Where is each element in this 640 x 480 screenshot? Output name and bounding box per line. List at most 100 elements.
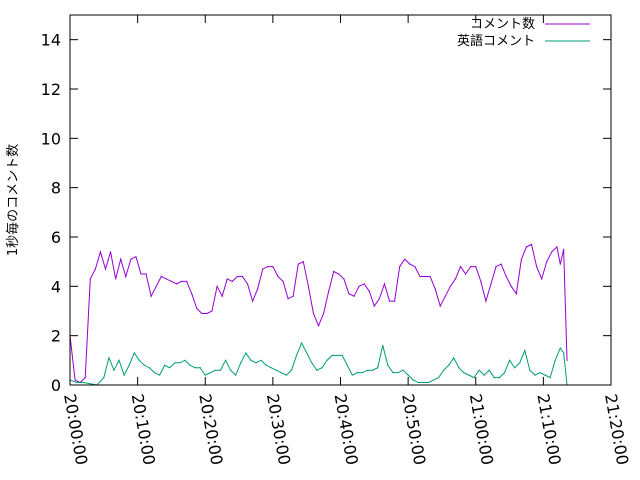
legend-label-1: コメント数 xyxy=(470,17,535,32)
data-point xyxy=(383,283,386,285)
data-point xyxy=(378,298,380,300)
series-line-1 xyxy=(69,243,568,384)
data-point xyxy=(485,300,487,302)
data-point xyxy=(184,359,186,361)
data-point xyxy=(394,300,396,302)
data-point xyxy=(312,312,315,315)
data-point xyxy=(412,379,414,381)
data-point xyxy=(520,258,523,260)
data-point xyxy=(377,367,379,369)
data-point xyxy=(302,261,304,263)
data-point xyxy=(331,354,333,356)
y-tick-label: 8 xyxy=(51,179,61,198)
data-point xyxy=(563,248,565,250)
data-point xyxy=(478,369,480,371)
data-point xyxy=(530,243,533,245)
data-point xyxy=(245,352,247,354)
data-point xyxy=(280,372,282,374)
series-lines xyxy=(69,243,568,386)
data-point xyxy=(343,278,345,280)
data-point xyxy=(201,312,203,315)
data-point xyxy=(515,293,517,295)
data-point xyxy=(115,278,117,280)
y-tick-label: 14 xyxy=(41,31,61,50)
data-point xyxy=(453,357,455,359)
data-point xyxy=(108,357,110,359)
data-point xyxy=(454,278,457,280)
data-point xyxy=(432,379,435,381)
data-point xyxy=(539,372,541,374)
y-axis-title-group: 1秒毎のコメント数 xyxy=(5,144,21,256)
data-point xyxy=(216,285,218,287)
data-point xyxy=(366,369,369,371)
data-point xyxy=(180,280,183,282)
data-point xyxy=(321,367,323,369)
data-point xyxy=(155,285,157,287)
data-point xyxy=(196,307,198,310)
data-point xyxy=(417,381,419,384)
y-tick-label: 6 xyxy=(51,228,61,247)
data-point xyxy=(140,273,142,275)
data-point xyxy=(434,288,436,290)
data-point xyxy=(287,298,289,300)
data-point xyxy=(251,300,254,302)
data-point xyxy=(541,278,543,280)
data-point xyxy=(219,369,222,371)
data-point xyxy=(490,283,492,285)
data-point xyxy=(443,369,445,371)
data-point xyxy=(179,362,181,364)
data-point xyxy=(363,283,365,285)
data-point xyxy=(419,275,421,278)
data-point xyxy=(341,354,343,356)
data-point xyxy=(505,275,507,278)
data-point xyxy=(246,283,249,285)
data-point xyxy=(191,293,193,295)
data-point xyxy=(224,359,227,361)
data-point xyxy=(404,258,406,260)
data-point xyxy=(495,266,497,268)
data-point xyxy=(470,266,472,268)
data-point xyxy=(536,266,538,268)
data-point xyxy=(544,374,546,376)
data-point xyxy=(235,374,237,376)
data-point xyxy=(307,285,309,287)
data-point xyxy=(316,369,318,371)
data-point xyxy=(236,275,238,278)
data-point xyxy=(439,305,441,307)
data-point xyxy=(356,372,359,374)
data-point xyxy=(361,372,364,374)
data-point xyxy=(351,374,353,376)
data-point xyxy=(475,266,477,268)
data-point xyxy=(206,312,208,315)
data-point xyxy=(186,280,188,282)
data-point xyxy=(429,275,431,278)
data-point xyxy=(546,261,548,263)
data-point xyxy=(204,374,206,376)
data-point xyxy=(448,364,450,366)
data-point xyxy=(399,266,401,268)
data-point xyxy=(498,377,501,379)
data-point xyxy=(559,263,561,265)
data-point xyxy=(551,251,553,253)
data-point xyxy=(500,263,502,265)
data-point xyxy=(164,364,166,366)
data-point xyxy=(199,367,201,369)
data-point xyxy=(160,275,162,278)
data-point xyxy=(353,295,355,297)
data-point xyxy=(449,285,451,287)
data-point xyxy=(174,362,176,364)
data-point xyxy=(125,275,127,278)
data-point xyxy=(459,266,462,268)
data-point xyxy=(221,295,223,297)
y-tick-label: 2 xyxy=(51,327,61,346)
data-point xyxy=(348,293,350,295)
data-point xyxy=(240,362,242,364)
plot-area-frame xyxy=(69,14,612,386)
data-point xyxy=(165,278,167,280)
data-point xyxy=(414,266,416,268)
data-point xyxy=(306,352,308,354)
data-point xyxy=(120,258,122,260)
data-point xyxy=(189,364,191,366)
